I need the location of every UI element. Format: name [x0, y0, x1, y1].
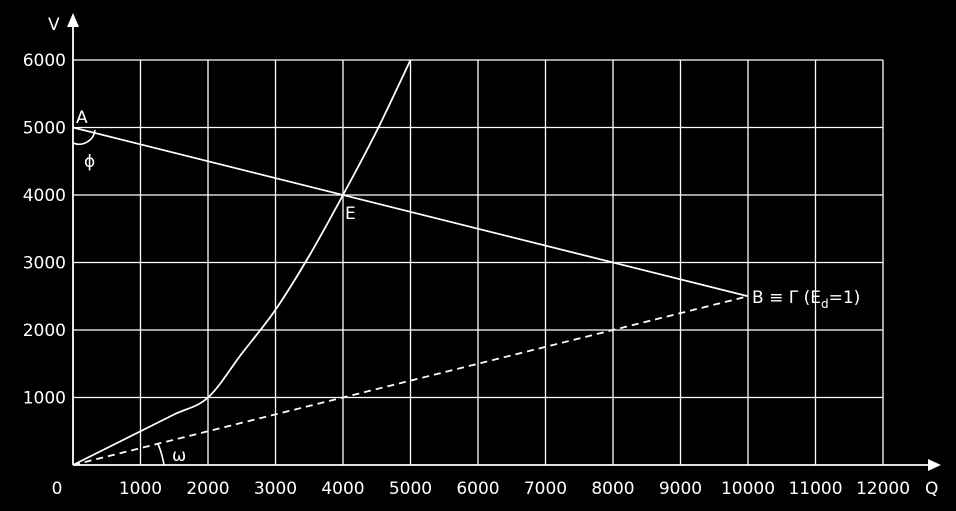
point-label-E: E: [345, 204, 356, 224]
x-tick-label-10000: 10000: [721, 479, 775, 499]
x-tick-label-12000: 12000: [856, 479, 910, 499]
x-tick-label-9000: 9000: [659, 479, 702, 499]
y-tick-label-3000: 3000: [23, 254, 66, 274]
y-tick-label-2000: 2000: [23, 321, 66, 341]
y-tick-label-4000: 4000: [23, 186, 66, 206]
x-tick-label-4000: 4000: [321, 479, 364, 499]
x-tick-label-7000: 7000: [524, 479, 567, 499]
angle-arc-omega: [157, 443, 165, 466]
y-axis-arrow: [67, 13, 79, 27]
x-tick-label-11000: 11000: [788, 479, 842, 499]
series-line-OB: [72, 295, 749, 466]
x-axis-label: Q: [925, 479, 938, 499]
y-tick-label-5000: 5000: [23, 119, 66, 139]
angle-arc-phi: [72, 129, 96, 146]
angle-label-phi: ϕ: [84, 152, 95, 172]
x-tick-label-0: 0: [52, 479, 63, 499]
point-label-A: A: [76, 108, 88, 128]
point-label-B: B ≡ Γ (Ed=1): [752, 288, 860, 311]
x-tick-label-5000: 5000: [389, 479, 432, 499]
annotations: A E B ≡ Γ (Ed=1) ϕ ω: [72, 108, 860, 466]
y-tick-label-1000: 1000: [23, 389, 66, 409]
x-tick-label-8000: 8000: [591, 479, 634, 499]
tick-labels: Q V 0 1000 2000 3000 4000 5000 6000 7000 8000 9000 1…: [23, 15, 939, 499]
x-tick-label-2000: 2000: [186, 479, 229, 499]
series-curve: [72, 59, 412, 466]
angle-label-omega: ω: [172, 446, 186, 466]
x-axis-arrow: [928, 459, 941, 471]
x-tick-label-3000: 3000: [254, 479, 297, 499]
grid: [73, 59, 884, 465]
series-layer: [72, 59, 749, 466]
x-tick-label-1000: 1000: [119, 479, 162, 499]
y-tick-label-6000: 6000: [23, 51, 66, 71]
x-tick-label-6000: 6000: [456, 479, 499, 499]
y-axis-label: V: [48, 15, 60, 35]
series-line-AB: [72, 126, 749, 298]
axes: [67, 13, 941, 471]
